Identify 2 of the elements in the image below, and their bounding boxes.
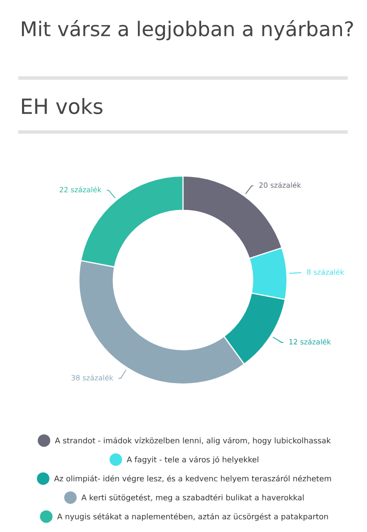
chart-subtitle: EH voks [22, 98, 102, 114]
chart-title: Mit vársz a legjobban a nyárban? [22, 20, 353, 40]
